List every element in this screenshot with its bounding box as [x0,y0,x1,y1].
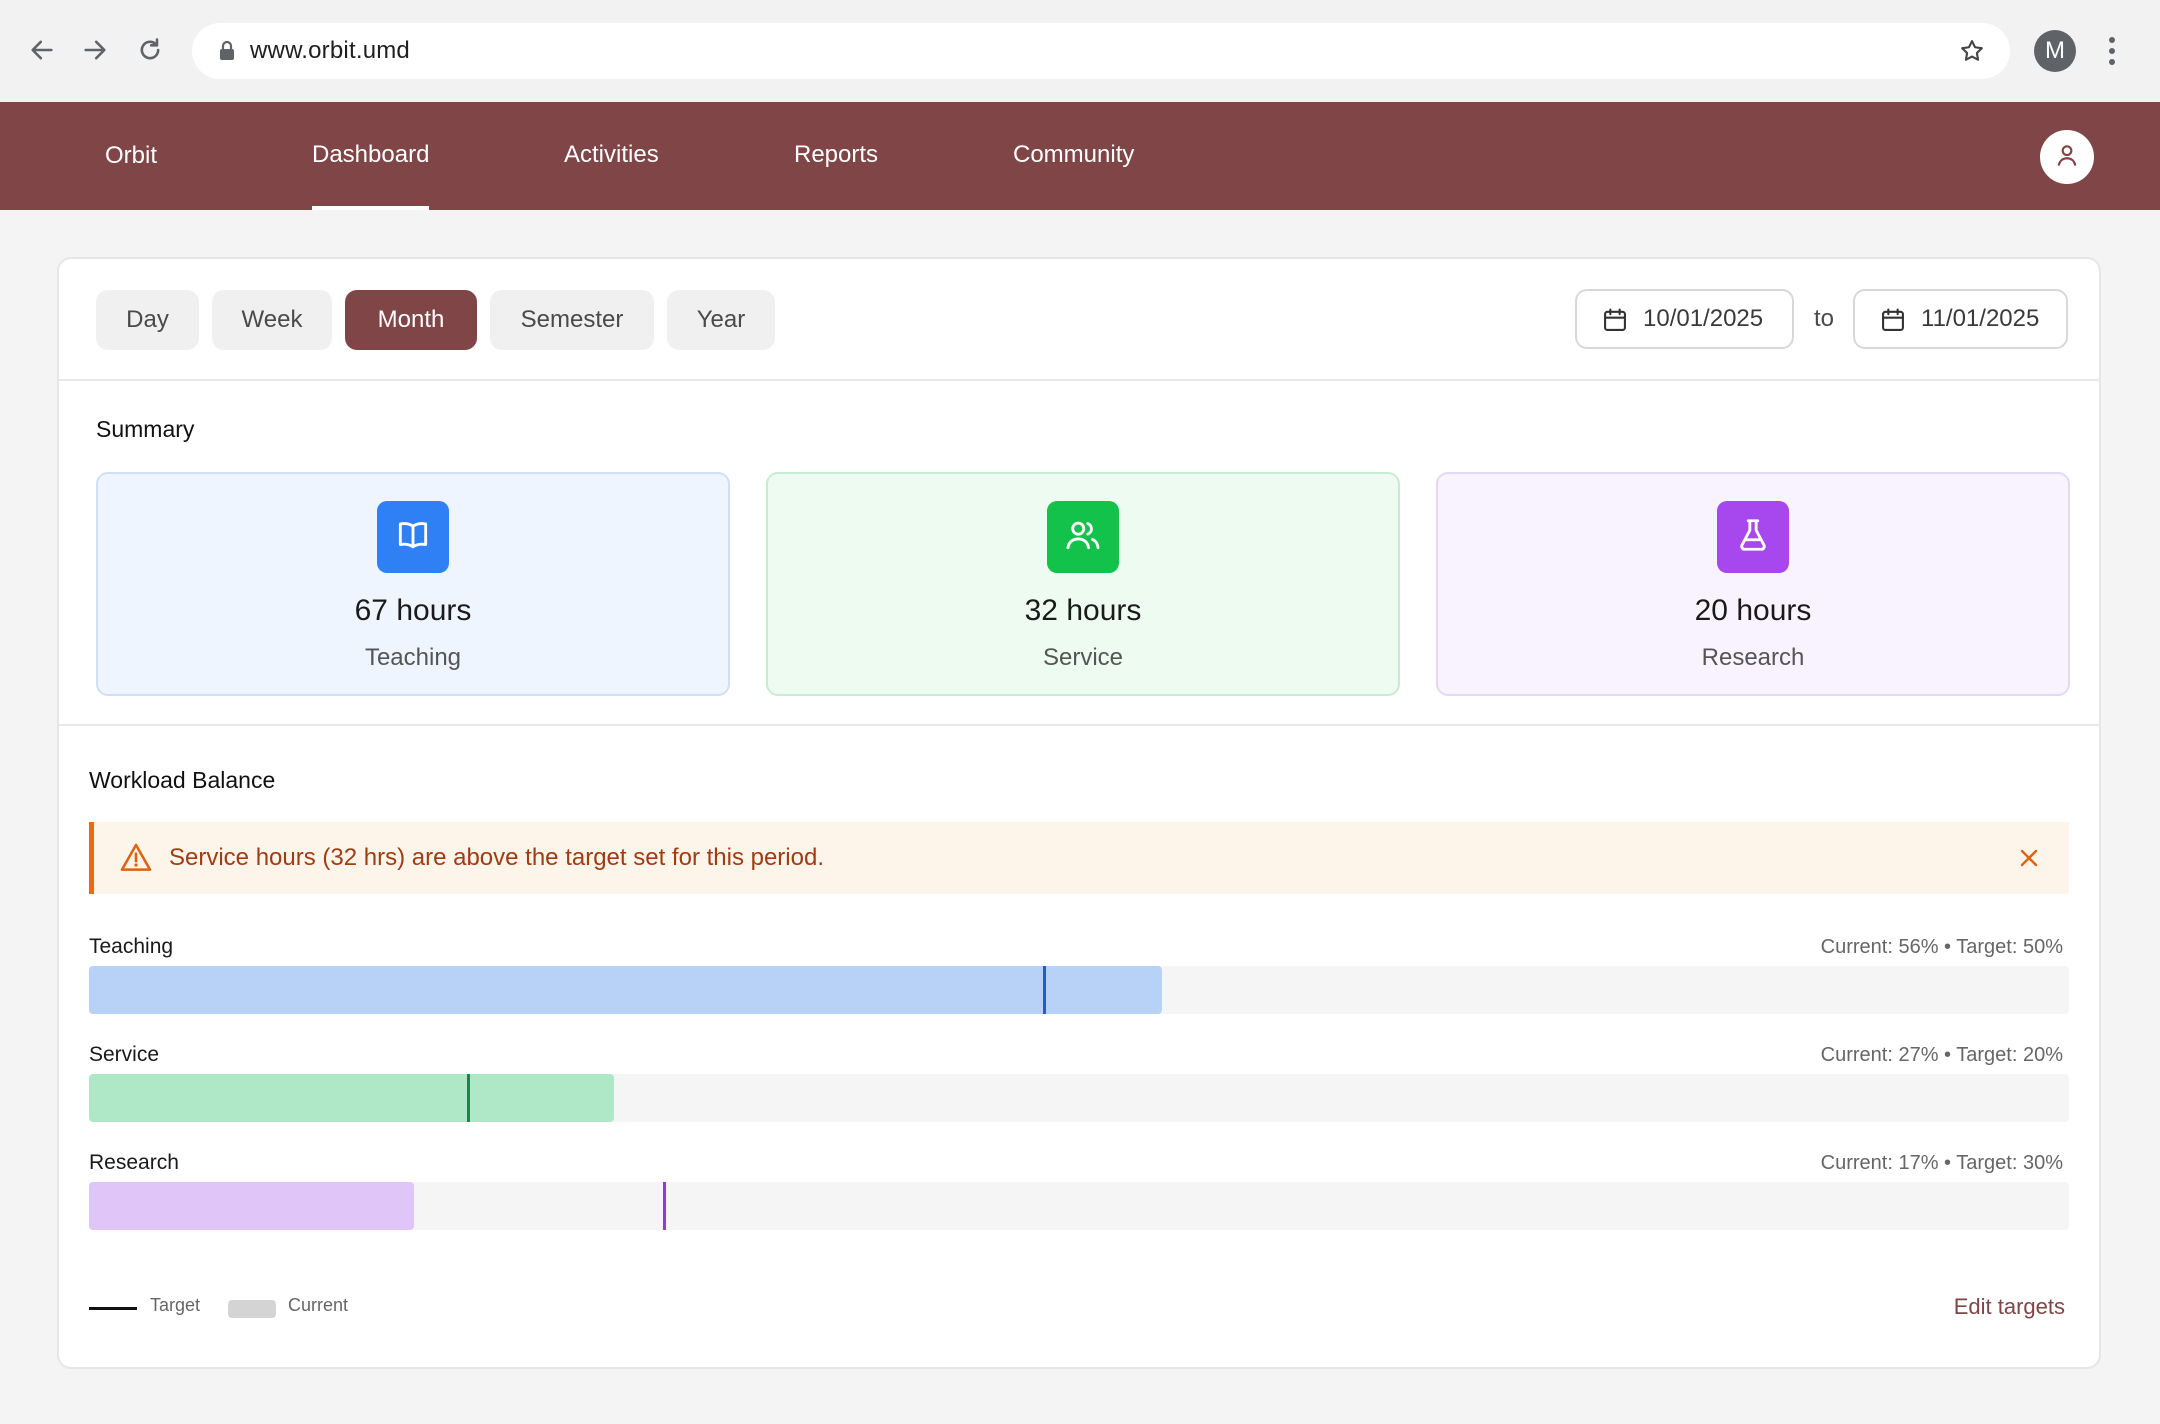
user-menu-button[interactable] [2040,130,2094,184]
nav-activities[interactable]: Activities [564,141,659,168]
nav-dashboard[interactable]: Dashboard [312,102,430,210]
close-icon[interactable] [2017,846,2041,875]
period-semester-button[interactable]: Semester [490,290,654,350]
teaching-bar-track [89,966,2069,1014]
section-divider [59,724,2099,726]
address-bar[interactable]: www.orbit.umd [192,23,2010,79]
users-icon [1064,516,1102,559]
research-icon-tile [1717,501,1789,573]
edit-targets-link[interactable]: Edit targets [1953,1294,2065,1319]
summary-heading: Summary [96,416,195,442]
current-legend-swatch [228,1300,276,1318]
service-current-fill [89,1074,614,1122]
lock-icon [217,39,237,68]
research-target-marker [663,1182,666,1230]
workload-alert: Service hours (32 hrs) are above the tar… [89,822,2069,894]
teaching-target-marker [1043,966,1046,1014]
teaching-hours-value: 67 hours [354,594,472,627]
end-date-field[interactable]: 11/01/2025 [1853,289,2068,349]
research-bar-track [89,1182,2069,1230]
research-hours-value: 20 hours [1694,594,1812,627]
alert-message: Service hours (32 hrs) are above the tar… [169,844,824,871]
service-label: Service [1042,644,1124,671]
flask-icon [1734,516,1772,559]
target-legend-label: Target [150,1295,201,1315]
teaching-icon-tile [377,501,449,573]
teaching-label: Teaching [364,644,462,671]
period-year-button[interactable]: Year [667,290,775,350]
current-legend-label: Current [288,1295,349,1315]
dashboard-card: Day Week Month Semester Year 10/01/2025 … [57,257,2101,1369]
teaching-bar-meta: Current: 56% • Target: 50% [1820,936,2063,958]
service-bar-label: Service [89,1043,160,1066]
nav-community[interactable]: Community [1013,141,1135,168]
teaching-current-fill [89,966,1162,1014]
research-bar-label: Research [89,1151,179,1174]
back-icon[interactable] [22,30,62,70]
date-range-separator: to [1814,305,1835,332]
service-target-marker [467,1074,470,1122]
calendar-icon [1879,306,1907,341]
app-header: Orbit Dashboard Activities Reports Commu… [0,102,2160,210]
start-date-value: 10/01/2025 [1643,305,1764,332]
bookmark-star-icon[interactable] [1958,37,1986,70]
brand-logo[interactable]: Orbit [105,142,158,169]
service-bar-meta: Current: 27% • Target: 20% [1820,1044,2063,1066]
start-date-field[interactable]: 10/01/2025 [1575,289,1794,349]
browser-profile-avatar[interactable]: M [2034,30,2076,72]
nav-reports[interactable]: Reports [794,141,879,168]
forward-icon[interactable] [75,30,115,70]
browser-toolbar: www.orbit.umd M [0,0,2160,102]
research-label: Research [1701,644,1805,671]
reload-icon[interactable] [130,30,170,70]
book-icon [394,516,432,559]
research-summary-card: 20 hours Research [1436,472,2070,696]
period-toolbar: Day Week Month Semester Year 10/01/2025 … [59,259,2099,381]
end-date-value: 11/01/2025 [1921,305,2040,332]
target-legend-line [89,1307,137,1310]
period-week-button[interactable]: Week [212,290,332,350]
service-hours-value: 32 hours [1024,594,1142,627]
service-icon-tile [1047,501,1119,573]
warning-icon [120,842,152,877]
workload-balance-heading: Workload Balance [89,767,276,793]
user-icon [2054,142,2080,173]
research-current-fill [89,1182,414,1230]
service-bar-track [89,1074,2069,1122]
calendar-icon [1601,306,1629,341]
teaching-bar-label: Teaching [89,935,174,958]
research-bar-meta: Current: 17% • Target: 30% [1820,1152,2063,1174]
period-day-button[interactable]: Day [96,290,199,350]
service-summary-card: 32 hours Service [766,472,1400,696]
more-options-icon[interactable] [2106,34,2118,73]
period-month-button[interactable]: Month [345,290,477,350]
teaching-summary-card: 67 hours Teaching [96,472,730,696]
url-text[interactable]: www.orbit.umd [250,37,410,64]
